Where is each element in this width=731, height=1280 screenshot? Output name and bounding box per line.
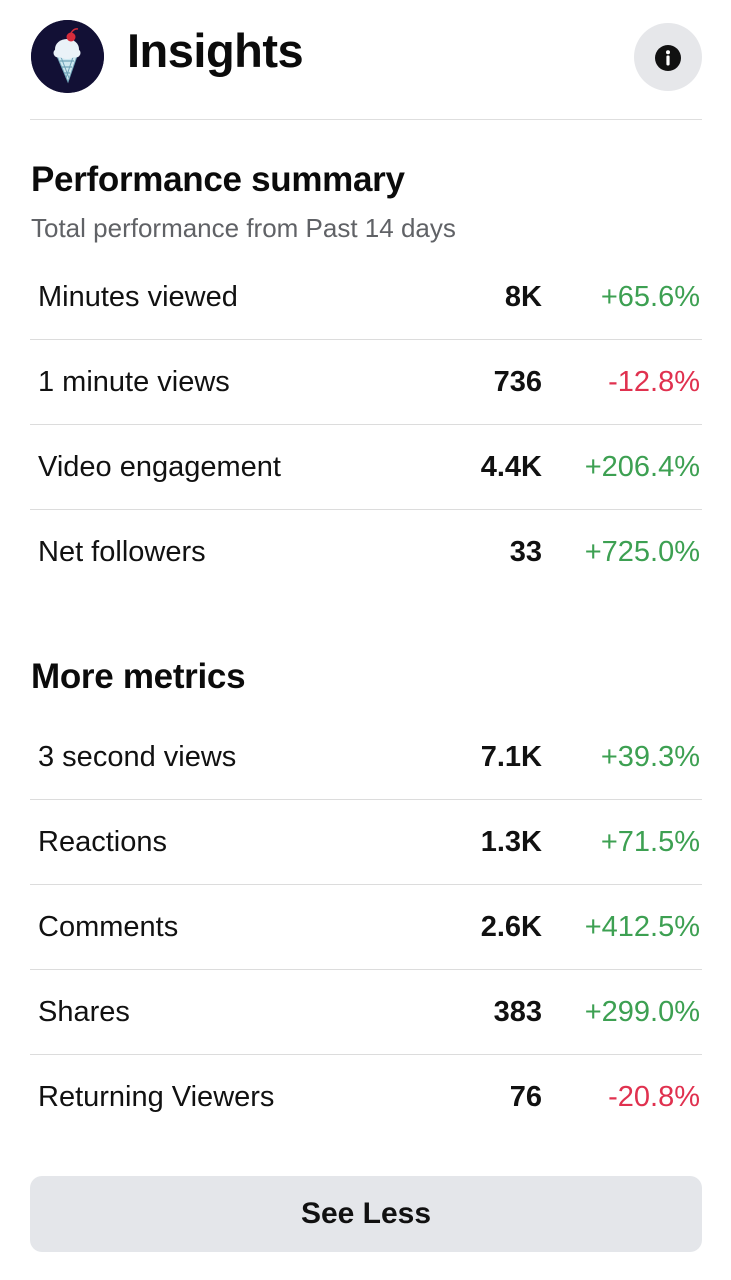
info-icon [655,45,681,71]
metric-value: 4.4K [480,451,542,483]
metric-value: 8K [504,281,542,313]
metric-value: 736 [493,366,542,398]
more-metrics-list: 3 second views 7.1K +39.3% Reactions 1.3… [30,715,702,1140]
metric-row-1-minute-views[interactable]: 1 minute views 736 -12.8% [30,340,702,425]
metric-value: 76 [509,1081,542,1113]
metric-label: 3 second views [38,741,237,773]
metric-value: 1.3K [480,826,542,858]
header-divider [30,119,702,120]
performance-summary-title: Performance summary [31,160,405,199]
metric-row-minutes-viewed[interactable]: Minutes viewed 8K +65.6% [30,255,702,340]
performance-summary-subtitle: Total performance from Past 14 days [31,213,456,243]
metric-row-3-second-views[interactable]: 3 second views 7.1K +39.3% [30,715,702,800]
metric-change: +71.5% [600,826,700,858]
metric-value: 7.1K [480,741,542,773]
metric-row-video-engagement[interactable]: Video engagement 4.4K +206.4% [30,425,702,510]
metric-label: Returning Viewers [38,1081,275,1113]
metric-change: -20.8% [608,1081,700,1113]
metric-label: Video engagement [38,451,281,483]
metric-change: +299.0% [584,996,700,1028]
metric-change: +65.6% [600,281,700,313]
metric-change: +725.0% [584,536,700,568]
metric-label: Net followers [38,536,206,568]
avatar[interactable] [31,20,104,93]
more-metrics-title: More metrics [31,657,246,696]
page-title: Insights [127,24,304,77]
metric-label: Reactions [38,826,167,858]
metric-change: +39.3% [600,741,700,773]
info-button[interactable] [634,23,702,91]
performance-summary-list: Minutes viewed 8K +65.6% 1 minute views … [30,255,702,595]
metric-row-net-followers[interactable]: Net followers 33 +725.0% [30,510,702,595]
metric-change: -12.8% [608,366,700,398]
metric-label: 1 minute views [38,366,230,398]
header: Insights [0,0,731,120]
metric-change: +412.5% [584,911,700,943]
metric-label: Shares [38,996,130,1028]
metric-change: +206.4% [584,451,700,483]
metric-value: 383 [493,996,542,1028]
metric-row-reactions[interactable]: Reactions 1.3K +71.5% [30,800,702,885]
metric-row-returning-viewers[interactable]: Returning Viewers 76 -20.8% [30,1055,702,1140]
metric-row-shares[interactable]: Shares 383 +299.0% [30,970,702,1055]
see-less-button[interactable]: See Less [30,1176,702,1252]
metric-label: Minutes viewed [38,281,238,313]
metric-row-comments[interactable]: Comments 2.6K +412.5% [30,885,702,970]
metric-value: 33 [509,536,542,568]
ice-cream-cone-icon [31,20,104,93]
metric-value: 2.6K [480,911,542,943]
metric-label: Comments [38,911,179,943]
